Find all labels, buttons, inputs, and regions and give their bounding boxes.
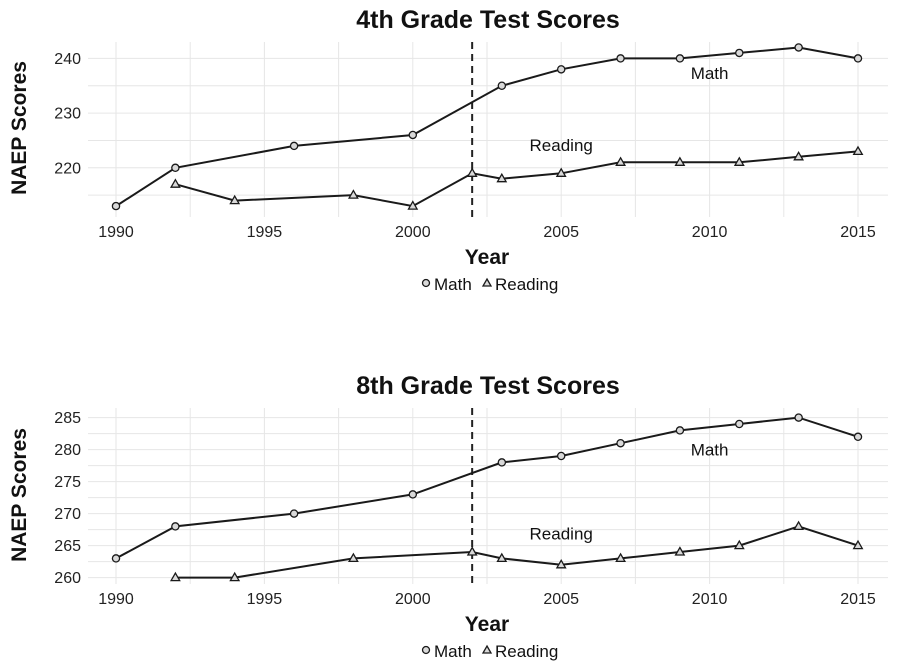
reading-data-point — [733, 539, 745, 550]
reading-data-point — [496, 552, 508, 563]
chart-title: 8th Grade Test Scores — [356, 372, 620, 400]
y-tick-label: 240 — [54, 51, 81, 68]
math-data-point — [408, 130, 418, 140]
x-axis-label: Year — [465, 246, 509, 269]
reading-data-point — [407, 200, 419, 210]
reading-data-point — [169, 571, 181, 582]
x-tick-label: 2010 — [692, 224, 728, 241]
math-data-point — [675, 426, 685, 435]
y-tick-label: 220 — [54, 160, 81, 177]
math-data-point — [675, 54, 685, 63]
reading-data-point — [555, 167, 567, 177]
y-tick-label: 230 — [54, 106, 81, 123]
y-tick-label: 275 — [54, 474, 81, 491]
x-tick-label: 1995 — [247, 224, 283, 241]
math-data-point — [853, 54, 863, 63]
gridlines — [88, 42, 888, 217]
reading-data-point — [852, 145, 864, 156]
series-annotation: Math — [691, 441, 729, 460]
y-tick-label: 270 — [54, 506, 81, 523]
reading-data-point — [793, 520, 805, 531]
y-tick-label: 265 — [54, 538, 81, 555]
x-tick-label: 2000 — [395, 224, 431, 241]
x-tick-label: 1990 — [98, 591, 134, 608]
math-data-point — [171, 522, 180, 531]
math-data-point — [616, 54, 625, 63]
math-data-point — [171, 163, 180, 173]
legend-reading-label: Reading — [495, 275, 558, 294]
math-data-point — [289, 509, 299, 518]
reading-data-point — [674, 546, 686, 556]
math-data-point — [853, 432, 863, 442]
math-data-point — [111, 201, 121, 211]
y-axis-label: NAEP Scores — [8, 428, 31, 562]
reading-data-point — [466, 167, 478, 177]
y-tick-label: 280 — [54, 442, 81, 459]
chart-panel-8th-grade: 8th Grade Test Scores NAEP Scores Year M… — [8, 372, 888, 661]
math-data-point — [794, 413, 803, 422]
reading-data-point — [852, 539, 864, 550]
reading-data-point — [674, 156, 686, 166]
reading-data-point — [347, 189, 359, 199]
math-data-point — [794, 43, 803, 52]
reading-data-point — [466, 546, 478, 556]
legend: Math Reading — [421, 642, 558, 661]
math-data-point — [497, 458, 507, 467]
reading-data-point — [555, 558, 567, 569]
math-data-point — [111, 554, 121, 563]
legend-math-marker — [421, 645, 431, 655]
math-data-point — [556, 65, 566, 74]
reading-data-point — [229, 194, 241, 205]
math-data-point — [735, 48, 744, 58]
reading-data-point — [496, 172, 508, 183]
x-tick-label: 2005 — [543, 224, 579, 241]
chart-title: 4th Grade Test Scores — [356, 6, 620, 34]
x-tick-label: 1995 — [247, 591, 283, 608]
x-tick-label: 2010 — [692, 591, 728, 608]
reading-data-point — [793, 150, 805, 161]
x-tick-label: 2005 — [543, 591, 579, 608]
legend-math-marker — [421, 278, 431, 288]
reading-data-point — [347, 552, 359, 563]
legend-reading-marker — [481, 644, 493, 654]
y-tick-label: 260 — [54, 570, 81, 587]
reading-series-line — [175, 525, 859, 579]
reading-data-point — [733, 156, 745, 166]
x-tick-label: 2015 — [840, 224, 876, 241]
math-data-point — [497, 81, 507, 91]
y-axis-label: NAEP Scores — [8, 61, 31, 195]
x-tick-label: 1990 — [98, 224, 134, 241]
gridlines — [88, 408, 888, 584]
math-data-point — [556, 451, 566, 461]
y-tick-label: 285 — [54, 410, 81, 427]
reading-data-point — [615, 552, 627, 563]
math-data-point — [408, 490, 418, 499]
x-axis-label: Year — [465, 613, 509, 636]
math-data-point — [616, 438, 625, 448]
chart-panel-4th-grade: 4th Grade Test Scores NAEP Scores Year M… — [8, 6, 888, 294]
reading-data-point — [615, 156, 627, 166]
x-tick-label: 2000 — [395, 591, 431, 608]
legend-math-label: Math — [434, 275, 472, 294]
legend-reading-marker — [481, 277, 493, 287]
math-data-point — [735, 419, 744, 429]
legend: Math Reading — [421, 275, 558, 294]
reading-series-line — [175, 150, 859, 208]
x-tick-label: 2015 — [840, 591, 876, 608]
reading-data-point — [169, 178, 181, 188]
series-annotation: Reading — [530, 524, 593, 543]
reading-data-point — [229, 571, 241, 582]
series-annotation: Math — [691, 64, 729, 83]
legend-reading-label: Reading — [495, 642, 558, 661]
math-data-point — [289, 141, 299, 151]
series-annotation: Reading — [530, 136, 593, 155]
legend-math-label: Math — [434, 642, 472, 661]
